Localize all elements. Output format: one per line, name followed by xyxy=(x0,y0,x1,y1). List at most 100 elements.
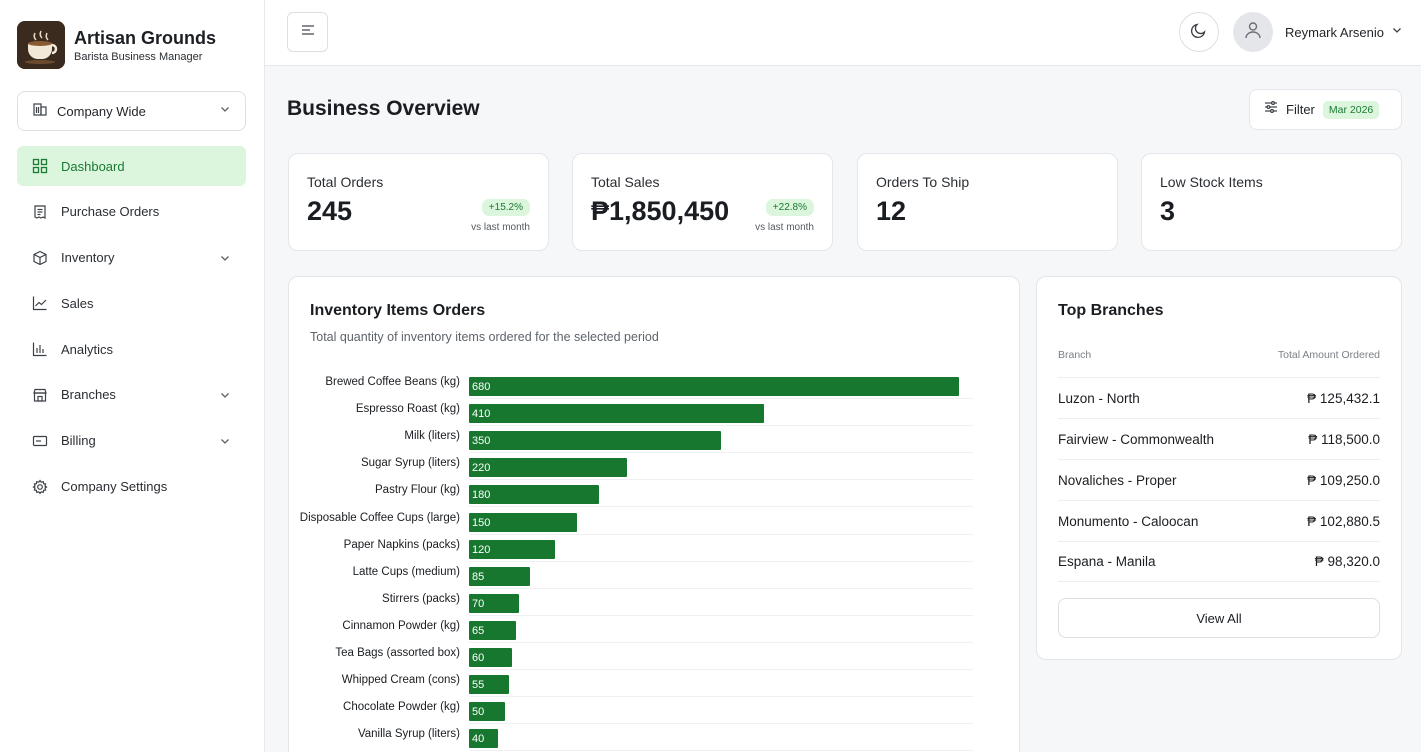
chart-bar[interactable] xyxy=(469,377,959,396)
view-all-button[interactable]: View All xyxy=(1058,598,1380,638)
chart-bar-value-label: 60 xyxy=(472,652,485,664)
chart-category-label: Sugar Syrup (liters) xyxy=(360,457,460,470)
chart-bar-value-label: 410 xyxy=(472,408,491,421)
card-subtitle: Total quantity of inventory items ordere… xyxy=(310,330,659,344)
chart-gridline xyxy=(469,452,973,454)
table-row[interactable]: Fairview - Commonwealth ₱ 118,500.0 xyxy=(1058,418,1380,459)
chart-bar-value-label: 220 xyxy=(472,462,491,475)
sidebar-item-billing[interactable]: Billing xyxy=(17,421,246,461)
chart-bar-value-label: 120 xyxy=(472,543,491,556)
table-row[interactable]: Luzon - North ₱ 125,432.1 xyxy=(1058,377,1380,418)
inventory-orders-card: Inventory Items Orders Total quantity of… xyxy=(288,276,1020,752)
table-row[interactable]: Espana - Manila ₱ 98,320.0 xyxy=(1058,541,1380,582)
chevron-down-icon xyxy=(1391,23,1403,41)
stat-label: Total Sales xyxy=(591,174,660,190)
sidebar-item-branches[interactable]: Branches xyxy=(17,375,246,415)
stat-card-low-stock-items: Low Stock Items 3 xyxy=(1141,153,1402,251)
chart-bar[interactable] xyxy=(469,539,556,559)
top-branches-card: Top Branches Branch Total Amount Ordered… xyxy=(1036,276,1402,660)
branch-amount: ₱ 109,250.0 xyxy=(1307,472,1380,488)
chart-row: Milk (liters) 350 xyxy=(289,430,1021,457)
topbar: Reymark Arsenio xyxy=(265,0,1421,66)
filter-button[interactable]: Filter Mar 2026 xyxy=(1249,89,1402,130)
sidebar-item-sales[interactable]: Sales xyxy=(17,283,246,323)
chart-row: Paper Napkins (packs) 120 xyxy=(289,539,1021,566)
filter-period-badge: Mar 2026 xyxy=(1322,100,1380,119)
sidebar-item-analytics[interactable]: Analytics xyxy=(17,329,246,369)
chart-category-label: Chocolate Powder (kg) xyxy=(343,701,460,714)
receipt-icon xyxy=(31,203,49,221)
chart-bar[interactable] xyxy=(469,458,628,478)
brand-subtitle: Barista Business Manager xyxy=(74,50,203,63)
chart-bar[interactable] xyxy=(469,729,498,749)
sidebar-item-label: Branches xyxy=(61,387,116,403)
theme-toggle-button[interactable] xyxy=(1179,12,1219,52)
menu-toggle-button[interactable] xyxy=(287,12,328,52)
branches-table-header: Branch Total Amount Ordered xyxy=(1058,349,1380,361)
chart-row: Tea Bags (assorted box) 60 xyxy=(289,647,1021,674)
stat-change-badge: +15.2% xyxy=(481,199,530,216)
stat-card-total-sales: Total Sales ₱1,850,450 +22.8% vs last mo… xyxy=(572,153,833,251)
chart-bar[interactable] xyxy=(469,675,509,695)
chart-bar[interactable] xyxy=(469,404,765,424)
chart-bar[interactable] xyxy=(469,485,599,505)
chart-bar[interactable] xyxy=(469,512,577,532)
column-header-branch: Branch xyxy=(1058,349,1092,361)
chart-bar[interactable] xyxy=(469,648,513,667)
chart-bar-value-label: 55 xyxy=(472,679,485,692)
branch-amount: ₱ 102,880.5 xyxy=(1307,513,1380,529)
sidebar-item-label: Inventory xyxy=(61,250,115,266)
chart-gridline xyxy=(469,723,973,725)
chart-row: Brewed Coffee Beans (kg) 680 xyxy=(289,376,1021,403)
card-title: Inventory Items Orders xyxy=(310,302,486,319)
card-icon xyxy=(31,432,49,450)
chart-row: Sugar Syrup (liters) 220 xyxy=(289,457,1021,484)
chart-bar[interactable] xyxy=(469,702,505,722)
chevron-down-icon xyxy=(218,434,232,448)
chart-row: Latte Cups (medium) 85 xyxy=(289,566,1021,593)
stat-label: Orders To Ship xyxy=(876,174,970,190)
chevron-down-icon xyxy=(218,251,232,265)
stat-value: 12 xyxy=(876,196,907,226)
chart-bar[interactable] xyxy=(469,593,520,613)
sidebar-item-dashboard[interactable]: Dashboard xyxy=(17,146,246,186)
stat-note: vs last month xyxy=(755,222,814,233)
sidebar-item-label: Billing xyxy=(61,433,96,449)
table-row[interactable]: Monumento - Caloocan ₱ 102,880.5 xyxy=(1058,500,1380,541)
sidebar-item-purchase-orders[interactable]: Purchase Orders xyxy=(17,192,246,232)
chart-row: Chocolate Powder (kg) 50 xyxy=(289,701,1021,728)
bar-chart-icon xyxy=(31,340,49,358)
chart-bar-value-label: 50 xyxy=(472,706,485,719)
sidebar-item-inventory[interactable]: Inventory xyxy=(17,238,246,278)
chart-category-label: Brewed Coffee Beans (kg) xyxy=(325,376,460,388)
user-menu[interactable]: Reymark Arsenio xyxy=(1233,12,1403,52)
building-icon xyxy=(32,101,48,122)
chart-category-label: Tea Bags (assorted box) xyxy=(335,647,460,659)
chart-category-label: Milk (liters) xyxy=(404,430,460,443)
chart-gridline xyxy=(469,425,973,427)
brand[interactable]: Artisan Grounds Barista Business Manager xyxy=(17,21,216,69)
branch-name: Monumento - Caloocan xyxy=(1058,513,1199,529)
chart-gridline xyxy=(469,560,973,562)
chart-gridline xyxy=(469,614,973,616)
chart-bar[interactable] xyxy=(469,620,516,640)
user-icon xyxy=(1243,20,1263,45)
card-title: Top Branches xyxy=(1058,302,1164,319)
chart-bar-value-label: 40 xyxy=(472,733,485,746)
stat-card-total-orders: Total Orders 245 +15.2% vs last month xyxy=(288,153,549,251)
moon-icon xyxy=(1190,21,1208,44)
chart-bar-value-label: 70 xyxy=(472,597,485,610)
branch-name: Luzon - North xyxy=(1058,390,1140,406)
chart-row: Pastry Flour (kg) 180 xyxy=(289,484,1021,511)
sidebar-item-company-settings[interactable]: Company Settings xyxy=(17,467,246,507)
company-scope-select[interactable]: Company Wide xyxy=(17,91,246,131)
chart-category-label: Cinnamon Powder (kg) xyxy=(342,619,460,632)
chart-bar[interactable] xyxy=(469,431,721,451)
grid-icon xyxy=(31,157,49,175)
brand-title: Artisan Grounds xyxy=(74,27,217,48)
table-row[interactable]: Novaliches - Proper ₱ 109,250.0 xyxy=(1058,459,1380,500)
chart-row: Vanilla Syrup (liters) 40 xyxy=(289,728,1021,752)
chart-row: Stirrers (packs) 70 xyxy=(289,593,1021,620)
chart-bar-value-label: 680 xyxy=(472,381,491,393)
chart-bar[interactable] xyxy=(469,566,531,586)
